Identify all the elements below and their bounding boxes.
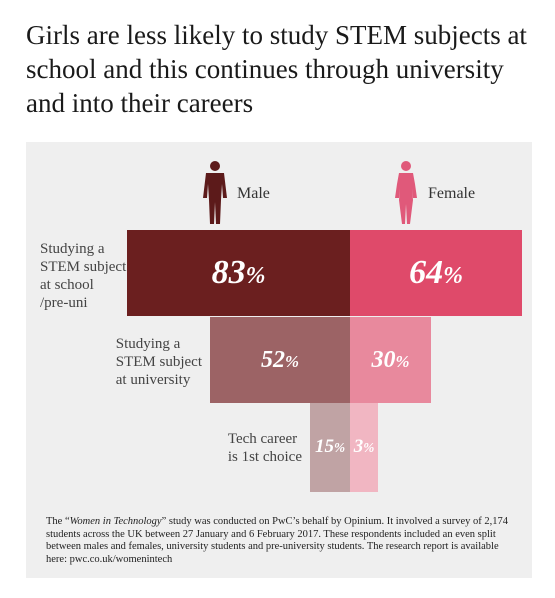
- legend-male-label: Male: [237, 185, 270, 202]
- category-label-3-line-2: is 1st choice: [227, 449, 302, 465]
- female-value-label-2: 30%: [371, 346, 410, 373]
- category-label-1-line-1: Studying a: [40, 241, 105, 257]
- category-label-2-line-2: STEM subject: [115, 354, 202, 370]
- male-bar-3: [310, 403, 350, 492]
- category-label-1-line-2: STEM subject: [40, 259, 127, 275]
- male-value-label-3: 15%: [314, 436, 346, 458]
- category-label-1-line-4: /pre-uni: [40, 295, 88, 311]
- category-label-2-line-3: at university: [115, 372, 191, 388]
- female-value-label-1: 64%: [409, 253, 463, 291]
- male-bar-1: [127, 230, 350, 316]
- female-person-icon: [395, 161, 417, 224]
- female-bar-2: [350, 317, 431, 403]
- category-label-3-line-1: Tech career: [227, 431, 298, 447]
- footnote-study-name: Women in Technology: [69, 516, 162, 527]
- footnote: The “Women in Technology” study was cond…: [46, 516, 516, 566]
- male-value-label-1: 83%: [211, 253, 266, 291]
- footnote-text: ” study was conducted on PwC’s behalf by…: [46, 516, 509, 565]
- category-label-1-line-3: at school: [40, 277, 94, 293]
- female-bar-1: [350, 230, 522, 316]
- category-label-2: Studying a STEM subject at university: [116, 335, 202, 389]
- male-bar-2: [210, 317, 350, 403]
- chart-title: Girls are less likely to study STEM subj…: [26, 20, 527, 118]
- female-value-label-3: 3%: [353, 436, 375, 458]
- category-label-2-line-1: Studying a: [115, 336, 181, 352]
- legend-female-label: Female: [428, 185, 476, 202]
- category-label-3: Tech career is 1st choice: [228, 430, 302, 466]
- category-label-1: Studying a STEM subject at school/pre-uni: [40, 240, 126, 312]
- footnote-prefix: The “: [46, 516, 70, 527]
- male-person-icon: [203, 161, 227, 224]
- female-bar-3: [350, 403, 378, 492]
- male-value-label-2: 52%: [261, 346, 299, 373]
